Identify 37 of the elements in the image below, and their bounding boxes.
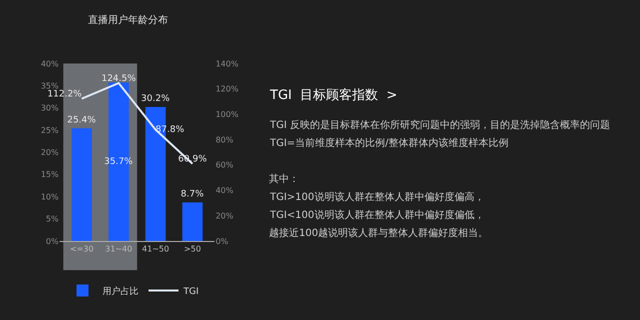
y-tick-label: 15% [40,170,59,180]
bar [182,202,203,241]
y2-tick-label: 80% [216,135,234,144]
y-tick-label: 5% [46,214,59,224]
text: TGI<100说明该人群在整体人群中偏好度偏低， [269,209,484,221]
data-label: 124.5% [101,74,136,84]
text: 越接近100越说明该人群与整体人群偏好度相当。 [269,227,488,239]
y-tick-label: 0% [46,236,59,246]
text: TGI 反映的是目标群体在你所研究问题中的强弱，目的是洗掉隐含概率的问题 [269,119,610,131]
y2-tick-label: 0% [216,236,229,246]
y2-tick-label: 100% [216,110,239,119]
x-tick-label: >50 [184,244,201,254]
x-tick-label: <=30 [70,244,94,254]
y-tick-label: 40% [40,59,59,68]
y-tick-label: 20% [40,148,59,158]
y-tick-label: 25% [40,126,59,135]
text: 其中： [269,173,299,185]
y2-tick-label: 120% [216,84,239,94]
y-tick-label: 10% [40,192,59,202]
y2-tick-label: 140% [216,59,239,68]
legend-label: 用户占比 [102,286,138,298]
bar [72,128,92,241]
y2-tick-label: 60% [216,160,234,170]
text: TGI>100说明该人群在整体人群中偏好度偏高， [269,191,484,203]
data-label: 8.7% [180,189,204,200]
y2-tick-label: 40% [216,186,234,196]
text: TGI=当前维度样本的比例/整体群体内该维度样本比例 [269,137,509,149]
y2-tick-label: 20% [216,211,234,220]
x-tick-label: 41~50 [142,244,170,254]
legend-label: TGI [182,287,199,298]
data-label: 30.2% [141,94,170,104]
text: TGI 目标顾客指数 > [269,87,398,103]
data-label: 25.4% [67,115,96,126]
chart-title: 直播用户年龄分布 [88,14,168,26]
x-tick-label: 31~40 [105,244,132,254]
y-tick-label: 30% [40,104,59,113]
y-tick-label: 35% [40,81,59,90]
